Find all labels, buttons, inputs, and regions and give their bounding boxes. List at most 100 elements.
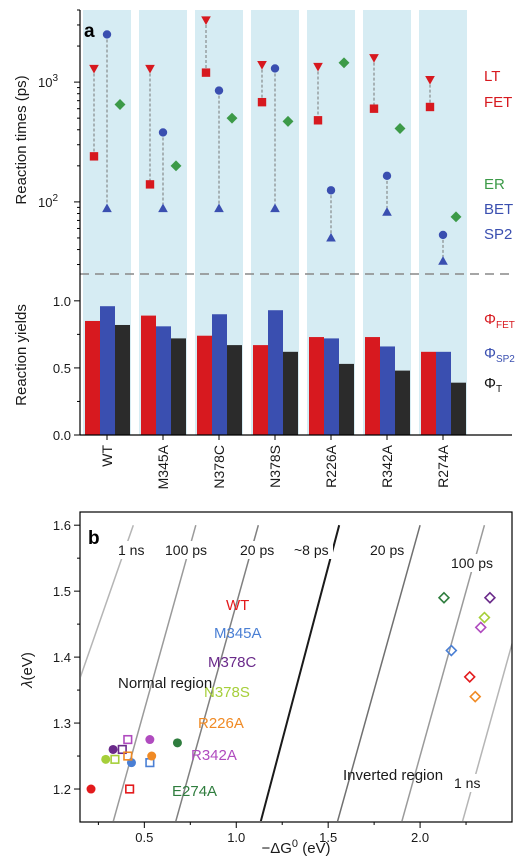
yield-bar xyxy=(227,345,242,435)
yield-bars xyxy=(85,306,466,435)
x-tick-label: 1.0 xyxy=(227,830,245,845)
rate-line-extension xyxy=(175,788,186,821)
fet-marker xyxy=(257,97,267,107)
rate-line-label-bg xyxy=(162,541,212,559)
er-marker xyxy=(338,57,350,69)
er-marker xyxy=(450,211,462,223)
legend-symbol: Φ xyxy=(484,345,496,362)
er-marker xyxy=(226,112,238,124)
fet-marker xyxy=(89,152,99,161)
mutant-label: M378C xyxy=(208,654,257,671)
x-axis-label-main: −ΔG xyxy=(261,840,291,857)
yield-bar xyxy=(115,324,130,435)
yield-bar xyxy=(436,351,451,435)
er-marker xyxy=(170,160,182,172)
lt-marker xyxy=(369,54,379,63)
point-m345a xyxy=(445,644,458,657)
yield-bar xyxy=(253,345,268,435)
er-marker xyxy=(114,99,126,110)
legend-label: BET xyxy=(484,201,513,218)
panel-letter-a: a xyxy=(84,21,95,42)
yield-bar xyxy=(421,351,436,435)
er-marker xyxy=(394,123,406,134)
point-r342a xyxy=(474,621,487,634)
y-tick-label: 0.5 xyxy=(53,361,71,376)
legend-label: ER xyxy=(484,176,505,193)
rate-line-label: 20 ps xyxy=(240,542,274,558)
legend-subscript: SP2 xyxy=(496,354,515,365)
category-label: R342A xyxy=(379,444,395,487)
rate-line-label-bg xyxy=(291,541,333,559)
yield-bar xyxy=(339,363,354,435)
legend-times: LT FET ER BET SP2 xyxy=(484,68,513,243)
y-axis-label: λ(eV) xyxy=(19,652,36,689)
panel-b: 0.5 1.0 1.5 2.0 1.2 1.3 1.4 1.5 1.6 1 ns 100 ps 20… xyxy=(19,511,513,857)
mutant-legend: WT M345A M378C N378S R226A R342A E274A xyxy=(172,597,262,800)
legend-label: LT xyxy=(484,68,500,85)
yield-bar xyxy=(171,338,186,435)
rate-line xyxy=(81,524,135,678)
normal-region-label: Normal region xyxy=(118,675,212,692)
y-tick-label: 0.0 xyxy=(53,428,71,443)
fet-marker xyxy=(369,104,379,113)
rate-line xyxy=(268,524,341,790)
bet-marker xyxy=(214,86,224,95)
point-e274a xyxy=(437,591,451,604)
bet-marker xyxy=(158,128,168,137)
lt-marker xyxy=(257,61,267,70)
category-label: R226A xyxy=(323,444,339,487)
legend-symbol: Φ xyxy=(484,375,496,392)
y-tick-label: 1.4 xyxy=(53,650,71,665)
mutant-label: E274A xyxy=(172,783,217,800)
rate-line xyxy=(184,524,260,790)
sp2-marker xyxy=(214,203,224,213)
rate-line-label-bg xyxy=(367,541,409,559)
rate-line xyxy=(470,641,512,790)
point-n378s xyxy=(101,754,111,764)
yield-bar xyxy=(268,310,283,435)
fet-marker xyxy=(425,102,435,112)
data-points xyxy=(86,591,497,794)
point-m378c xyxy=(108,744,118,754)
x-tick-label: 1.5 xyxy=(319,830,337,845)
category-label: N378C xyxy=(211,445,227,489)
y-tick-label: 1.0 xyxy=(53,294,71,309)
rate-line-labels: 1 ns 100 ps 20 ps ~8 ps 20 ps 100 ps 1 ns xyxy=(115,541,498,792)
fet-marker xyxy=(313,116,323,125)
x-axis-label-sup: 0 xyxy=(292,838,298,850)
bet-marker xyxy=(270,64,280,73)
fet-marker xyxy=(145,180,155,189)
yield-bar xyxy=(212,314,227,435)
rate-line-label: 1 ns xyxy=(118,542,144,558)
mutant-label: R226A xyxy=(198,715,244,732)
rate-line-label: 100 ps xyxy=(165,542,207,558)
y-tick-label: 102 xyxy=(38,193,58,210)
x-axis-label: −ΔG0 (eV) xyxy=(261,838,330,857)
rate-line-extension xyxy=(259,788,271,821)
category-label: N378S xyxy=(267,445,283,488)
panel-letter-b: b xyxy=(88,528,100,549)
point-wt xyxy=(86,784,96,794)
sp2-marker xyxy=(158,203,168,213)
y-axis-label-yields: Reaction yields xyxy=(13,304,30,406)
legend-subscript: T xyxy=(496,384,502,395)
category-label: R274A xyxy=(435,444,451,487)
mutant-label: WT xyxy=(226,597,249,614)
yield-bar xyxy=(309,337,324,435)
point-n378s xyxy=(110,754,120,764)
x-tick-labels: WT M345A N378C N378S R226A R342A R274A xyxy=(99,435,451,489)
x-tick-label: 2.0 xyxy=(411,830,429,845)
y-tick-base: 10 xyxy=(38,195,52,210)
y-tick-base: 10 xyxy=(38,75,52,90)
legend-label: SP2 xyxy=(484,226,512,243)
yield-bar xyxy=(156,326,171,435)
legend-symbol: Φ xyxy=(484,311,496,328)
category-label: M345A xyxy=(155,444,171,489)
rate-line-label-bg xyxy=(448,554,498,572)
x-tick-label: 0.5 xyxy=(135,830,153,845)
inverted-region-label: Inverted region xyxy=(343,767,443,784)
sp2-marker xyxy=(382,207,392,216)
rate-line xyxy=(345,524,421,790)
